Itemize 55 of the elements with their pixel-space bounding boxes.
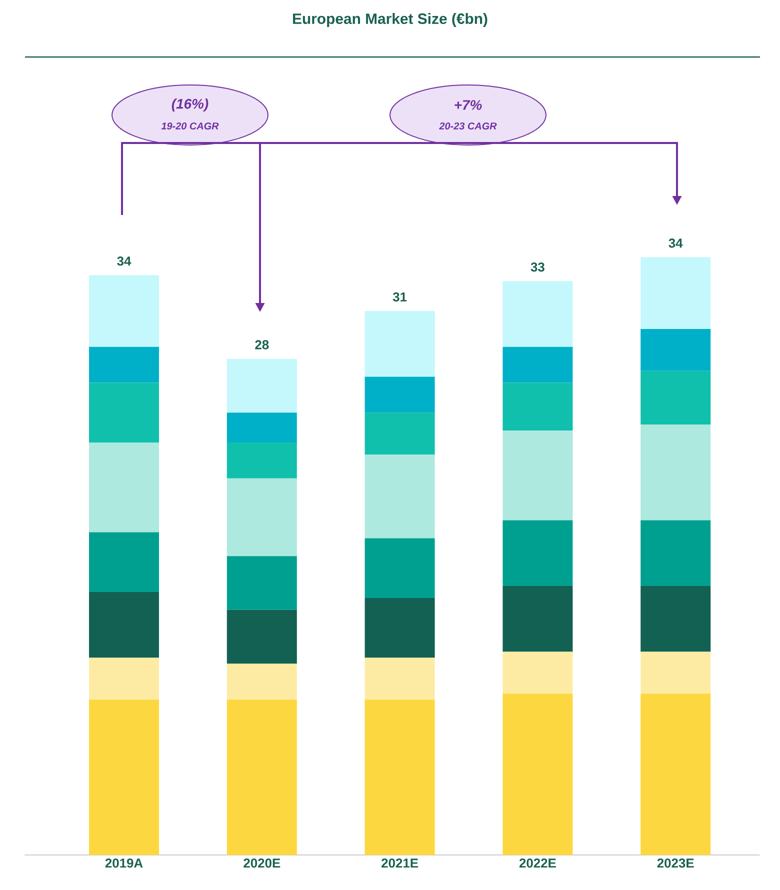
bar	[226, 442, 297, 478]
bar	[364, 658, 435, 700]
bar	[502, 430, 573, 520]
text: +7%	[454, 100, 482, 110]
bar	[226, 478, 297, 556]
bar	[89, 442, 159, 532]
text: 19-20 CAGR	[161, 122, 219, 130]
bar	[502, 652, 573, 694]
bar	[364, 538, 435, 598]
x-tick-label: 2022E	[519, 858, 556, 868]
bar	[364, 700, 435, 855]
bar	[226, 610, 297, 664]
bar	[89, 592, 159, 658]
x-tick-label: 2019A	[105, 858, 143, 868]
bar	[640, 520, 711, 586]
bar	[640, 370, 711, 425]
annotation: 34	[117, 256, 132, 266]
bar	[640, 328, 711, 371]
bar	[640, 257, 711, 329]
x-tick-label: 2023E	[657, 858, 694, 868]
bar	[502, 346, 573, 383]
x-tick-label: 2021E	[382, 858, 418, 868]
bar	[640, 694, 711, 855]
bar	[226, 664, 297, 700]
bar	[502, 586, 573, 652]
bar	[502, 694, 573, 855]
chart-title: European Market Size (€bn)	[293, 13, 488, 27]
bar	[89, 532, 159, 592]
bar	[640, 424, 711, 520]
bar	[364, 454, 435, 538]
text: (16%)	[172, 98, 208, 112]
bar	[364, 311, 435, 377]
bar	[640, 586, 711, 652]
bar	[89, 382, 159, 443]
bar	[226, 358, 297, 413]
bar	[502, 520, 573, 586]
bar	[89, 346, 159, 383]
annotation: 34	[668, 238, 683, 248]
bar	[226, 412, 297, 443]
bar	[502, 382, 573, 431]
bar	[89, 275, 159, 347]
bar	[640, 652, 711, 694]
bar	[364, 376, 435, 413]
text: 20-23 CAGR	[439, 122, 497, 130]
bar	[364, 598, 435, 658]
annotation: 33	[530, 262, 544, 272]
bar	[364, 412, 435, 454]
x-tick-label: 2020E	[244, 858, 280, 868]
bar	[226, 700, 297, 855]
bar	[502, 281, 573, 347]
annotation: 28	[255, 340, 269, 350]
bar	[226, 556, 297, 610]
annotation: 31	[392, 292, 407, 302]
bar	[89, 700, 159, 855]
bar	[89, 658, 159, 700]
